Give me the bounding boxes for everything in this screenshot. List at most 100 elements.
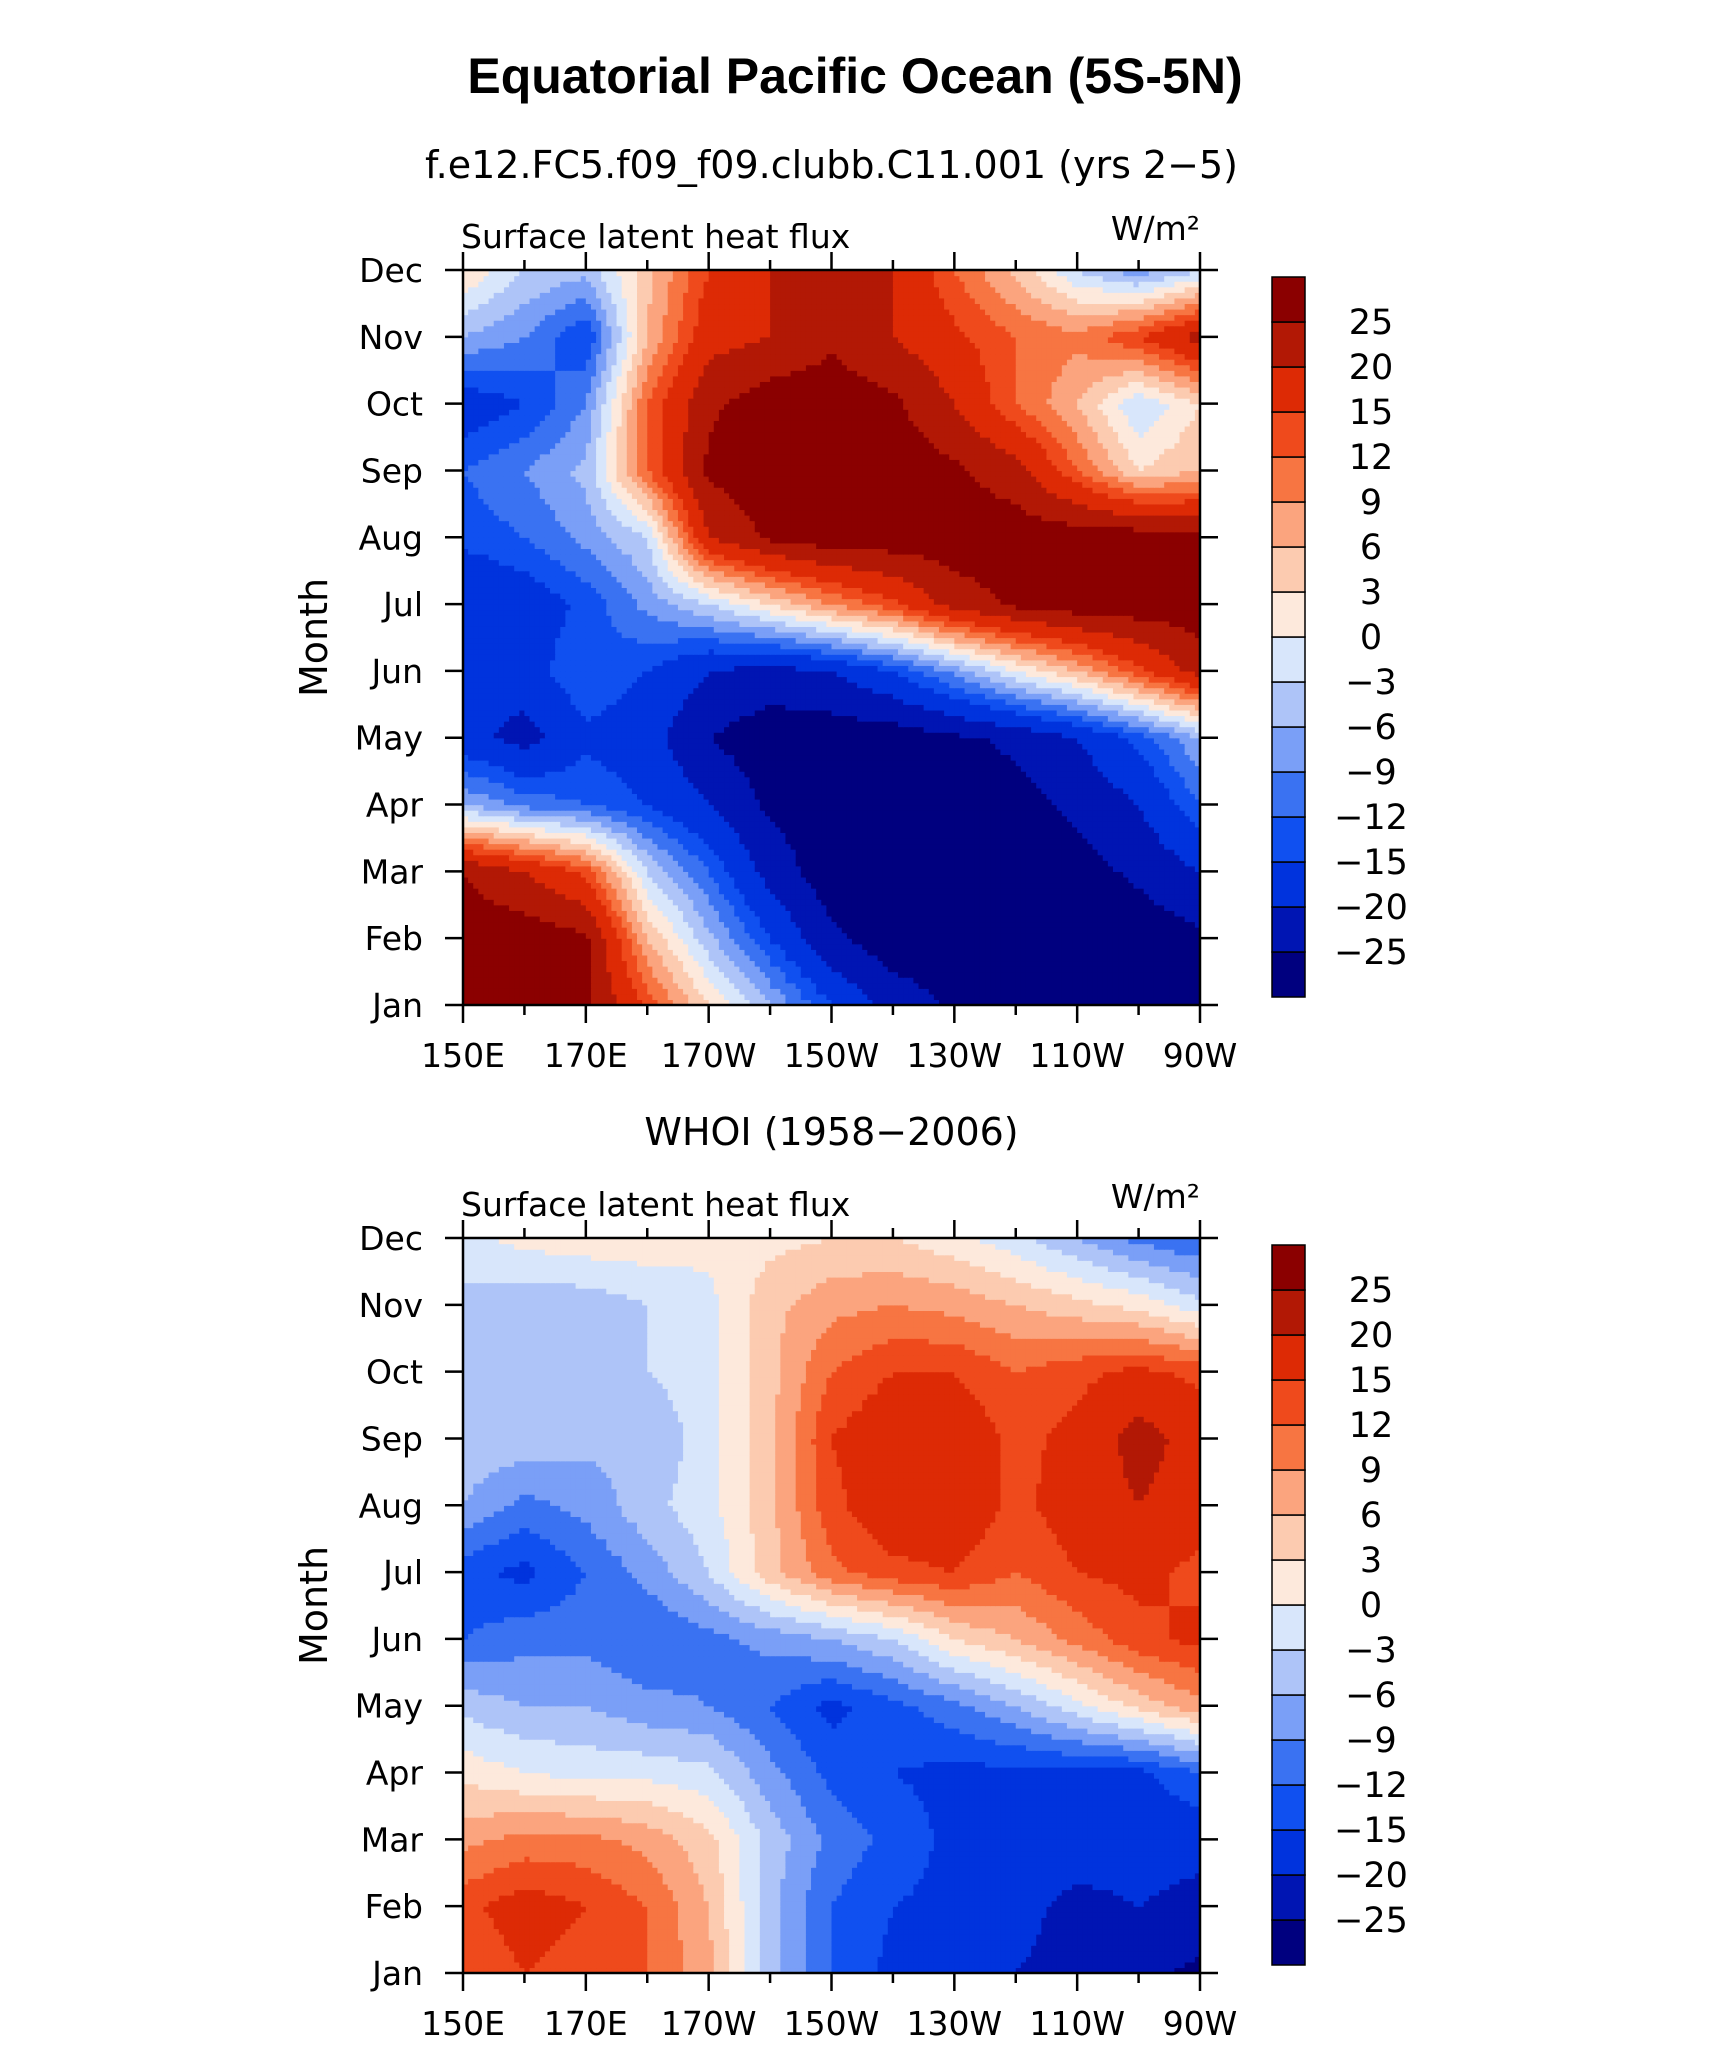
heatmap-cell (995, 983, 1001, 989)
heatmap-cell (565, 849, 571, 855)
heatmap-cell (591, 905, 597, 911)
heatmap-cell (1011, 883, 1017, 889)
heatmap-cell (714, 944, 720, 950)
heatmap-cell (872, 983, 878, 989)
heatmap-cell (862, 927, 868, 933)
heatmap-cell (949, 855, 955, 861)
heatmap-cell (1016, 905, 1022, 911)
heatmap-cell (504, 972, 510, 978)
heatmap-cell (929, 899, 935, 905)
heatmap-cell (1123, 910, 1129, 916)
heatmap-cell (581, 933, 587, 939)
heatmap-cell (704, 894, 710, 900)
heatmap-cell (750, 894, 756, 900)
heatmap-cell (867, 988, 873, 994)
heatmap-cell (1164, 860, 1170, 866)
heatmap-cell (980, 938, 986, 944)
heatmap-cell (673, 944, 679, 950)
heatmap-cell (1082, 860, 1088, 866)
heatmap-cell (601, 916, 607, 922)
heatmap-cell (970, 972, 976, 978)
heatmap-cell (478, 949, 484, 955)
heatmap-cell (785, 899, 791, 905)
heatmap-cell (878, 905, 884, 911)
heatmap-cell (550, 983, 556, 989)
heatmap-cell (1113, 877, 1119, 883)
heatmap-cell (785, 994, 791, 1000)
heatmap-cell (780, 938, 786, 944)
heatmap-cell (1164, 972, 1170, 978)
heatmap-cell (1000, 860, 1006, 866)
heatmap-cell (683, 860, 689, 866)
heatmap-cell (617, 894, 623, 900)
heatmap-cell (719, 888, 725, 894)
heatmap-cell (1000, 921, 1006, 927)
heatmap-cell (837, 860, 843, 866)
heatmap-cell (1036, 933, 1042, 939)
heatmap-cell (1046, 949, 1052, 955)
heatmap-cell (709, 866, 715, 872)
heatmap-cell (1108, 899, 1114, 905)
heatmap-cell (965, 944, 971, 950)
heatmap-cell (514, 933, 520, 939)
heatmap-cell (995, 899, 1001, 905)
heatmap-cell (1128, 883, 1134, 889)
heatmap-cell (1057, 910, 1063, 916)
heatmap-cell (627, 977, 633, 983)
heatmap-cell (847, 866, 853, 872)
heatmap-cell (576, 960, 582, 966)
heatmap-cell (816, 960, 822, 966)
heatmap-cell (1046, 933, 1052, 939)
heatmap-cell (990, 877, 996, 883)
heatmap-cell (847, 894, 853, 900)
heatmap-cell (965, 983, 971, 989)
heatmap-cell (1021, 849, 1027, 855)
heatmap-cell (540, 988, 546, 994)
heatmap-cell (1164, 966, 1170, 972)
heatmap-cell (857, 866, 863, 872)
heatmap-cell (693, 977, 699, 983)
heatmap-cell (483, 921, 489, 927)
heatmap-cell (473, 966, 479, 972)
heatmap-cell (540, 899, 546, 905)
heatmap-cell (872, 966, 878, 972)
heatmap-cell (668, 916, 674, 922)
heatmap-cell (1067, 933, 1073, 939)
heatmap-cell (565, 883, 571, 889)
heatmap-cell (657, 938, 663, 944)
heatmap-cell (1185, 938, 1191, 944)
heatmap-cell (560, 944, 566, 950)
heatmap-cell (622, 938, 628, 944)
heatmap-cell (811, 966, 817, 972)
heatmap-cell (1113, 983, 1119, 989)
heatmap-cell (524, 849, 530, 855)
heatmap-cell (1026, 972, 1032, 978)
heatmap-cell (1098, 938, 1104, 944)
heatmap-cell (627, 994, 633, 1000)
heatmap-cell (509, 960, 515, 966)
heatmap-cell (637, 988, 643, 994)
heatmap-cell (765, 910, 771, 916)
heatmap-cell (944, 921, 950, 927)
heatmap-cell (954, 983, 960, 989)
heatmap-cell (898, 894, 904, 900)
heatmap-cell (576, 899, 582, 905)
heatmap-cell (632, 972, 638, 978)
heatmap-cell (852, 994, 858, 1000)
heatmap-cell (739, 966, 745, 972)
heatmap-cell (913, 944, 919, 950)
heatmap-cell (739, 910, 745, 916)
heatmap-cell (1180, 910, 1186, 916)
heatmap-cell (893, 955, 899, 961)
heatmap-cell (1093, 994, 1099, 1000)
heatmap-cell (919, 994, 925, 1000)
heatmap-cell (857, 860, 863, 866)
heatmap-cell (683, 883, 689, 889)
heatmap-cell (555, 972, 561, 978)
heatmap-cell (970, 988, 976, 994)
heatmap-cell (965, 855, 971, 861)
heatmap-cell (842, 905, 848, 911)
heatmap-cell (837, 877, 843, 883)
heatmap-cell (1000, 983, 1006, 989)
heatmap-cell (959, 888, 965, 894)
